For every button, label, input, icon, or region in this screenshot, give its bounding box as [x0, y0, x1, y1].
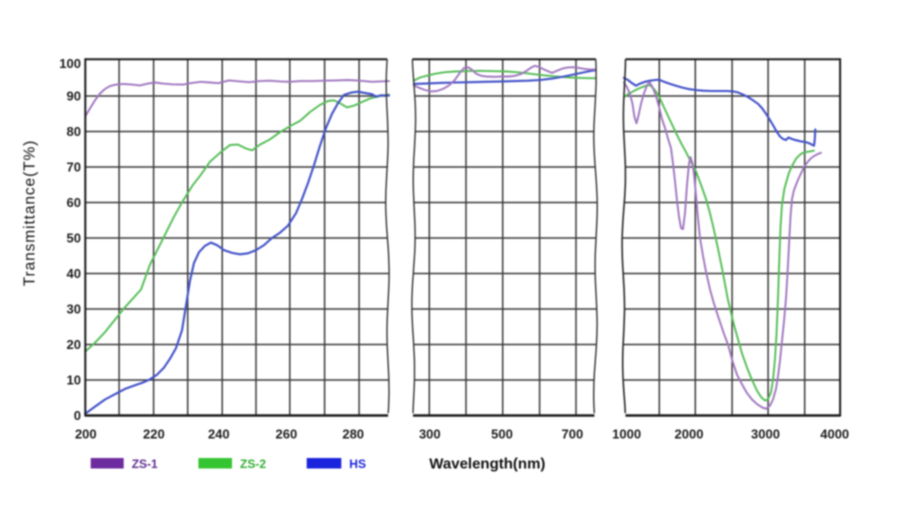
- svg-text:200: 200: [75, 427, 97, 442]
- svg-text:100: 100: [59, 56, 81, 71]
- svg-text:280: 280: [342, 427, 364, 442]
- svg-text:240: 240: [208, 427, 230, 442]
- svg-text:700: 700: [562, 427, 584, 442]
- svg-text:70: 70: [67, 160, 81, 175]
- svg-text:40: 40: [67, 266, 81, 281]
- svg-text:10: 10: [67, 373, 81, 388]
- svg-text:500: 500: [491, 427, 513, 442]
- svg-text:50: 50: [67, 231, 81, 246]
- svg-text:Wavelength(nm): Wavelength(nm): [429, 456, 545, 473]
- svg-text:220: 220: [143, 427, 165, 442]
- svg-text:2000: 2000: [675, 427, 704, 442]
- svg-text:3000: 3000: [751, 427, 780, 442]
- svg-text:0: 0: [74, 408, 81, 423]
- svg-text:260: 260: [276, 427, 298, 442]
- svg-text:ZS-2: ZS-2: [240, 457, 266, 471]
- svg-text:1000: 1000: [612, 427, 641, 442]
- svg-text:4000: 4000: [820, 427, 849, 442]
- svg-text:Transmittance(T%): Transmittance(T%): [22, 140, 39, 287]
- svg-text:HS: HS: [349, 457, 366, 471]
- svg-text:80: 80: [67, 124, 81, 139]
- svg-text:20: 20: [67, 337, 81, 352]
- svg-text:60: 60: [67, 195, 81, 210]
- svg-text:30: 30: [67, 302, 81, 317]
- svg-text:90: 90: [67, 89, 81, 104]
- svg-text:ZS-1: ZS-1: [132, 457, 158, 471]
- svg-text:300: 300: [419, 427, 441, 442]
